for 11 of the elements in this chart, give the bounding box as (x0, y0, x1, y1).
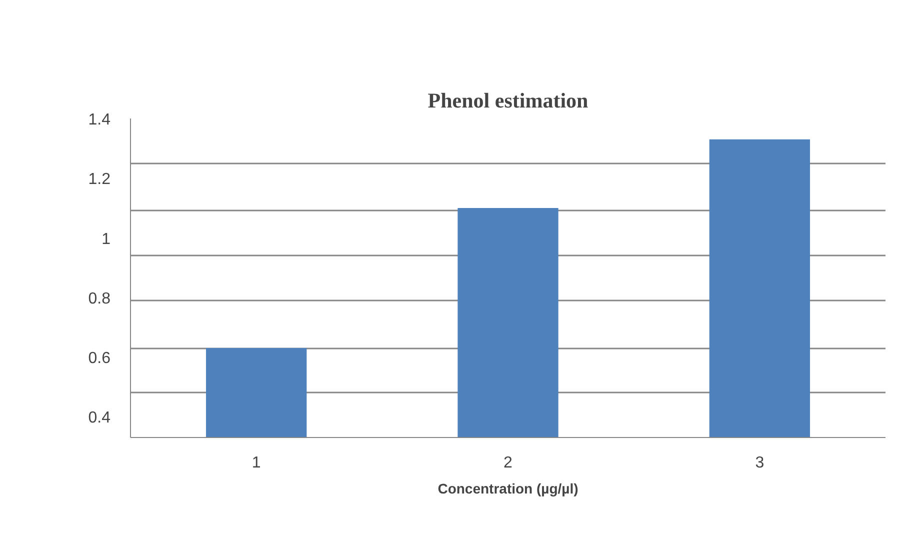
x-axis-title: Concentration (µg/µl) (438, 480, 578, 496)
x-tick-label: 3 (755, 454, 764, 472)
y-tick-label: 1.2 (88, 171, 111, 188)
y-tick-label: 1.4 (88, 112, 111, 128)
chart-title: Phenol estimation (428, 88, 589, 112)
y-tick-label: 0.8 (88, 290, 111, 308)
y-tick-label: 1 (102, 230, 111, 248)
y-tick-label: 0.4 (88, 410, 111, 427)
y-tick-label: 0.6 (88, 350, 111, 368)
x-tick-label: 1 (252, 454, 261, 472)
x-tick-label: 2 (504, 454, 513, 472)
